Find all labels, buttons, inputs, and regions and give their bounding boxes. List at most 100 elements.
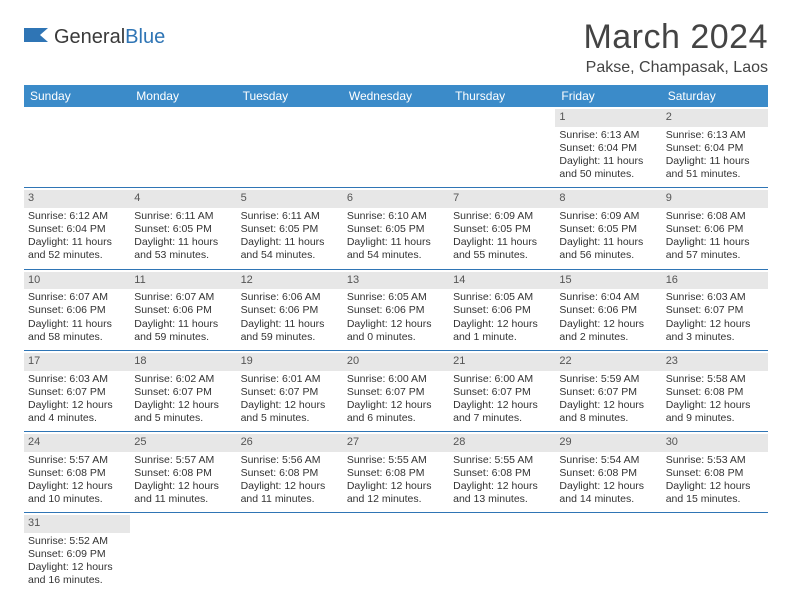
day-cell: 7Sunrise: 6:09 AMSunset: 6:05 PMDaylight…: [449, 188, 555, 269]
day-cell: 16Sunrise: 6:03 AMSunset: 6:07 PMDayligh…: [662, 269, 768, 350]
sunset-line: Sunset: 6:05 PM: [347, 223, 445, 236]
sunset-line: Sunset: 6:07 PM: [666, 304, 764, 317]
sunset-line: Sunset: 6:08 PM: [453, 467, 551, 480]
empty-cell: [449, 513, 555, 594]
day-cell: 9Sunrise: 6:08 AMSunset: 6:06 PMDaylight…: [662, 188, 768, 269]
sunrise-line: Sunrise: 5:56 AM: [241, 454, 339, 467]
sunset-line: Sunset: 6:07 PM: [559, 386, 657, 399]
sunset-line: Sunset: 6:05 PM: [241, 223, 339, 236]
logo-text: GeneralBlue: [54, 26, 165, 49]
day-cell: 30Sunrise: 5:53 AMSunset: 6:08 PMDayligh…: [662, 432, 768, 513]
sunset-line: Sunset: 6:08 PM: [666, 386, 764, 399]
sunset-line: Sunset: 6:06 PM: [241, 304, 339, 317]
weekday-header: Wednesday: [343, 85, 449, 107]
sunrise-line: Sunrise: 5:53 AM: [666, 454, 764, 467]
sunrise-line: Sunrise: 5:57 AM: [134, 454, 232, 467]
sunrise-line: Sunrise: 6:01 AM: [241, 373, 339, 386]
sunrise-line: Sunrise: 6:10 AM: [347, 210, 445, 223]
daylight-line: Daylight: 11 hours and 54 minutes.: [347, 236, 445, 262]
week-row: 17Sunrise: 6:03 AMSunset: 6:07 PMDayligh…: [24, 350, 768, 431]
weekday-header: Saturday: [662, 85, 768, 107]
daylight-line: Daylight: 11 hours and 54 minutes.: [241, 236, 339, 262]
day-number: 1: [555, 109, 661, 127]
day-number: 21: [449, 353, 555, 371]
day-cell: 29Sunrise: 5:54 AMSunset: 6:08 PMDayligh…: [555, 432, 661, 513]
sunset-line: Sunset: 6:08 PM: [28, 467, 126, 480]
day-number: 4: [130, 190, 236, 208]
daylight-line: Daylight: 11 hours and 59 minutes.: [134, 318, 232, 344]
sunrise-line: Sunrise: 6:07 AM: [28, 291, 126, 304]
sunset-line: Sunset: 6:04 PM: [28, 223, 126, 236]
day-number: 26: [237, 434, 343, 452]
daylight-line: Daylight: 12 hours and 7 minutes.: [453, 399, 551, 425]
day-number: 28: [449, 434, 555, 452]
sunset-line: Sunset: 6:07 PM: [28, 386, 126, 399]
sunrise-line: Sunrise: 6:03 AM: [28, 373, 126, 386]
sunrise-line: Sunrise: 6:13 AM: [559, 129, 657, 142]
location: Pakse, Champasak, Laos: [583, 59, 768, 77]
sunset-line: Sunset: 6:06 PM: [453, 304, 551, 317]
day-cell: 10Sunrise: 6:07 AMSunset: 6:06 PMDayligh…: [24, 269, 130, 350]
sunset-line: Sunset: 6:07 PM: [134, 386, 232, 399]
daylight-line: Daylight: 12 hours and 16 minutes.: [28, 561, 126, 587]
empty-cell: [24, 107, 130, 188]
empty-cell: [449, 107, 555, 188]
empty-cell: [343, 513, 449, 594]
day-number: 31: [24, 515, 130, 533]
daylight-line: Daylight: 11 hours and 50 minutes.: [559, 155, 657, 181]
daylight-line: Daylight: 12 hours and 15 minutes.: [666, 480, 764, 506]
day-cell: 18Sunrise: 6:02 AMSunset: 6:07 PMDayligh…: [130, 350, 236, 431]
sunrise-line: Sunrise: 5:52 AM: [28, 535, 126, 548]
day-number: 22: [555, 353, 661, 371]
day-number: 20: [343, 353, 449, 371]
day-number: 3: [24, 190, 130, 208]
daylight-line: Daylight: 12 hours and 4 minutes.: [28, 399, 126, 425]
sunset-line: Sunset: 6:07 PM: [347, 386, 445, 399]
day-cell: 19Sunrise: 6:01 AMSunset: 6:07 PMDayligh…: [237, 350, 343, 431]
day-number: 10: [24, 272, 130, 290]
day-cell: 15Sunrise: 6:04 AMSunset: 6:06 PMDayligh…: [555, 269, 661, 350]
sunrise-line: Sunrise: 6:07 AM: [134, 291, 232, 304]
day-number: 24: [24, 434, 130, 452]
header: GeneralBlue March 2024 Pakse, Champasak,…: [24, 18, 768, 77]
sunset-line: Sunset: 6:04 PM: [666, 142, 764, 155]
daylight-line: Daylight: 11 hours and 52 minutes.: [28, 236, 126, 262]
day-number: 8: [555, 190, 661, 208]
day-cell: 21Sunrise: 6:00 AMSunset: 6:07 PMDayligh…: [449, 350, 555, 431]
weekday-header: Thursday: [449, 85, 555, 107]
sunrise-line: Sunrise: 6:00 AM: [453, 373, 551, 386]
day-cell: 25Sunrise: 5:57 AMSunset: 6:08 PMDayligh…: [130, 432, 236, 513]
week-row: 24Sunrise: 5:57 AMSunset: 6:08 PMDayligh…: [24, 432, 768, 513]
daylight-line: Daylight: 12 hours and 10 minutes.: [28, 480, 126, 506]
day-number: 9: [662, 190, 768, 208]
day-cell: 31Sunrise: 5:52 AMSunset: 6:09 PMDayligh…: [24, 513, 130, 594]
daylight-line: Daylight: 12 hours and 13 minutes.: [453, 480, 551, 506]
day-cell: 2Sunrise: 6:13 AMSunset: 6:04 PMDaylight…: [662, 107, 768, 188]
day-cell: 26Sunrise: 5:56 AMSunset: 6:08 PMDayligh…: [237, 432, 343, 513]
sunset-line: Sunset: 6:08 PM: [559, 467, 657, 480]
daylight-line: Daylight: 11 hours and 55 minutes.: [453, 236, 551, 262]
daylight-line: Daylight: 12 hours and 1 minute.: [453, 318, 551, 344]
sunset-line: Sunset: 6:05 PM: [559, 223, 657, 236]
day-cell: 8Sunrise: 6:09 AMSunset: 6:05 PMDaylight…: [555, 188, 661, 269]
sunset-line: Sunset: 6:08 PM: [666, 467, 764, 480]
empty-cell: [237, 107, 343, 188]
day-cell: 28Sunrise: 5:55 AMSunset: 6:08 PMDayligh…: [449, 432, 555, 513]
day-cell: 24Sunrise: 5:57 AMSunset: 6:08 PMDayligh…: [24, 432, 130, 513]
weekday-header: Tuesday: [237, 85, 343, 107]
day-number: 5: [237, 190, 343, 208]
daylight-line: Daylight: 12 hours and 11 minutes.: [134, 480, 232, 506]
sunset-line: Sunset: 6:07 PM: [241, 386, 339, 399]
empty-cell: [237, 513, 343, 594]
sunrise-line: Sunrise: 5:54 AM: [559, 454, 657, 467]
empty-cell: [130, 513, 236, 594]
daylight-line: Daylight: 11 hours and 58 minutes.: [28, 318, 126, 344]
day-cell: 3Sunrise: 6:12 AMSunset: 6:04 PMDaylight…: [24, 188, 130, 269]
day-number: 2: [662, 109, 768, 127]
day-cell: 12Sunrise: 6:06 AMSunset: 6:06 PMDayligh…: [237, 269, 343, 350]
sunrise-line: Sunrise: 6:05 AM: [453, 291, 551, 304]
sunrise-line: Sunrise: 6:04 AM: [559, 291, 657, 304]
logo: GeneralBlue: [24, 26, 165, 49]
week-row: 3Sunrise: 6:12 AMSunset: 6:04 PMDaylight…: [24, 188, 768, 269]
sunrise-line: Sunrise: 6:09 AM: [453, 210, 551, 223]
